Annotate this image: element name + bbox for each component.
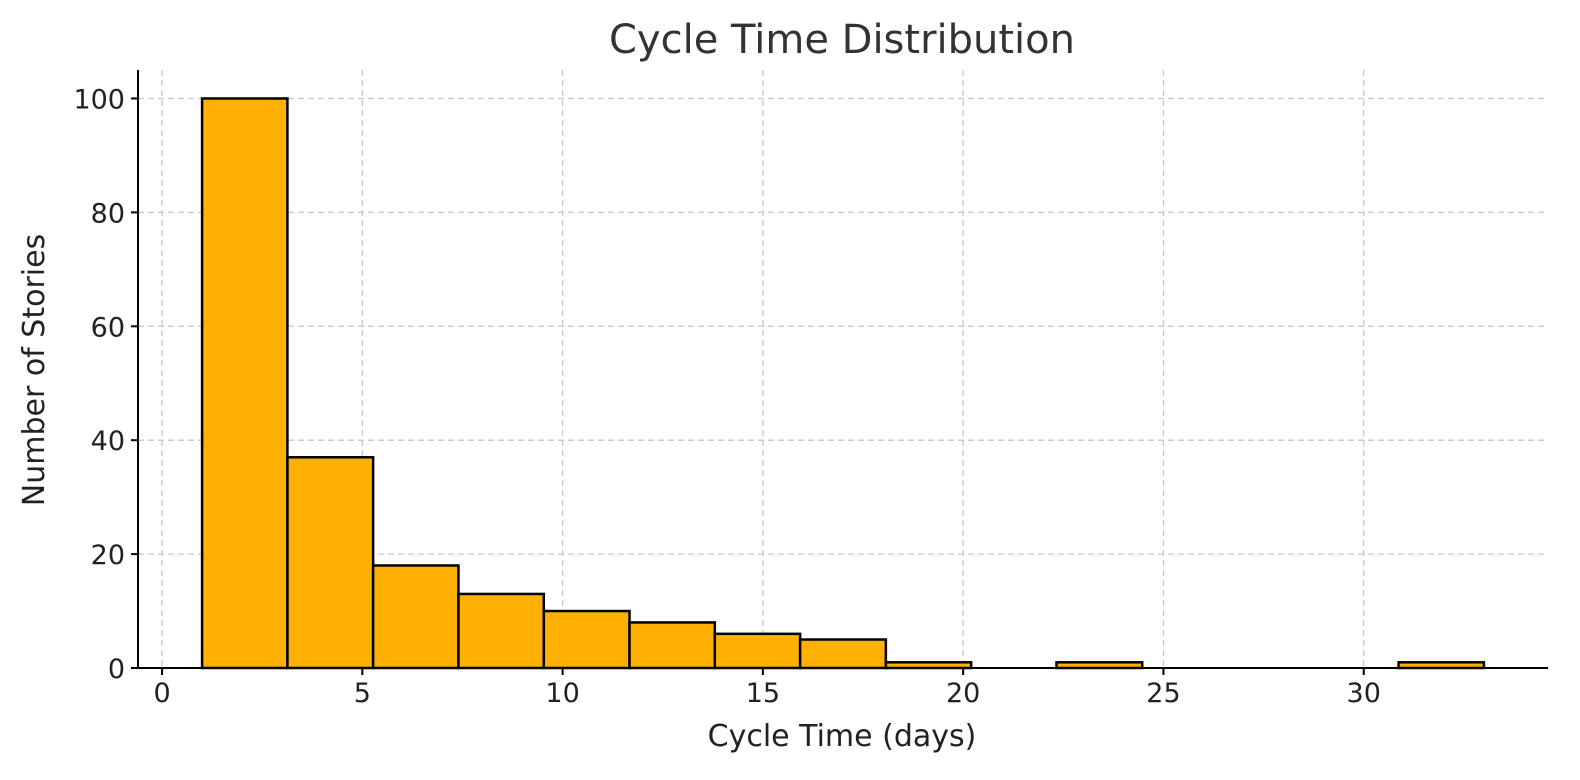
- histogram-bar: [542, 609, 631, 670]
- x-axis-ticks: 0 5 10 15 20 25 30: [153, 668, 1381, 709]
- y-tick-label: 40: [91, 426, 125, 457]
- x-tick-label: 10: [545, 678, 579, 709]
- y-axis-ticks: 0 20 40 60 80 100: [73, 84, 138, 685]
- histogram-bar: [371, 564, 460, 670]
- y-tick-label: 0: [108, 654, 125, 685]
- x-tick-label: 5: [354, 678, 371, 709]
- histogram-bar: [628, 621, 717, 670]
- y-tick-label: 20: [91, 540, 125, 571]
- y-axis-label: Number of Stories: [17, 234, 52, 506]
- histogram-bar: [713, 632, 802, 670]
- x-tick-label: 30: [1347, 678, 1381, 709]
- histogram-bars: [200, 97, 1486, 670]
- x-tick-label: 25: [1146, 678, 1180, 709]
- histogram-bar: [286, 456, 375, 670]
- histogram-bar: [798, 638, 888, 670]
- chart-title: Cycle Time Distribution: [609, 17, 1075, 63]
- x-tick-label: 15: [746, 678, 780, 709]
- x-tick-label: 20: [946, 678, 980, 709]
- y-tick-label: 100: [73, 84, 125, 115]
- histogram-bar: [200, 97, 289, 670]
- y-tick-label: 80: [91, 198, 125, 229]
- x-tick-label: 0: [153, 678, 170, 709]
- x-axis-label: Cycle Time (days): [708, 719, 977, 754]
- y-tick-label: 60: [91, 312, 125, 343]
- histogram-bar: [457, 592, 546, 670]
